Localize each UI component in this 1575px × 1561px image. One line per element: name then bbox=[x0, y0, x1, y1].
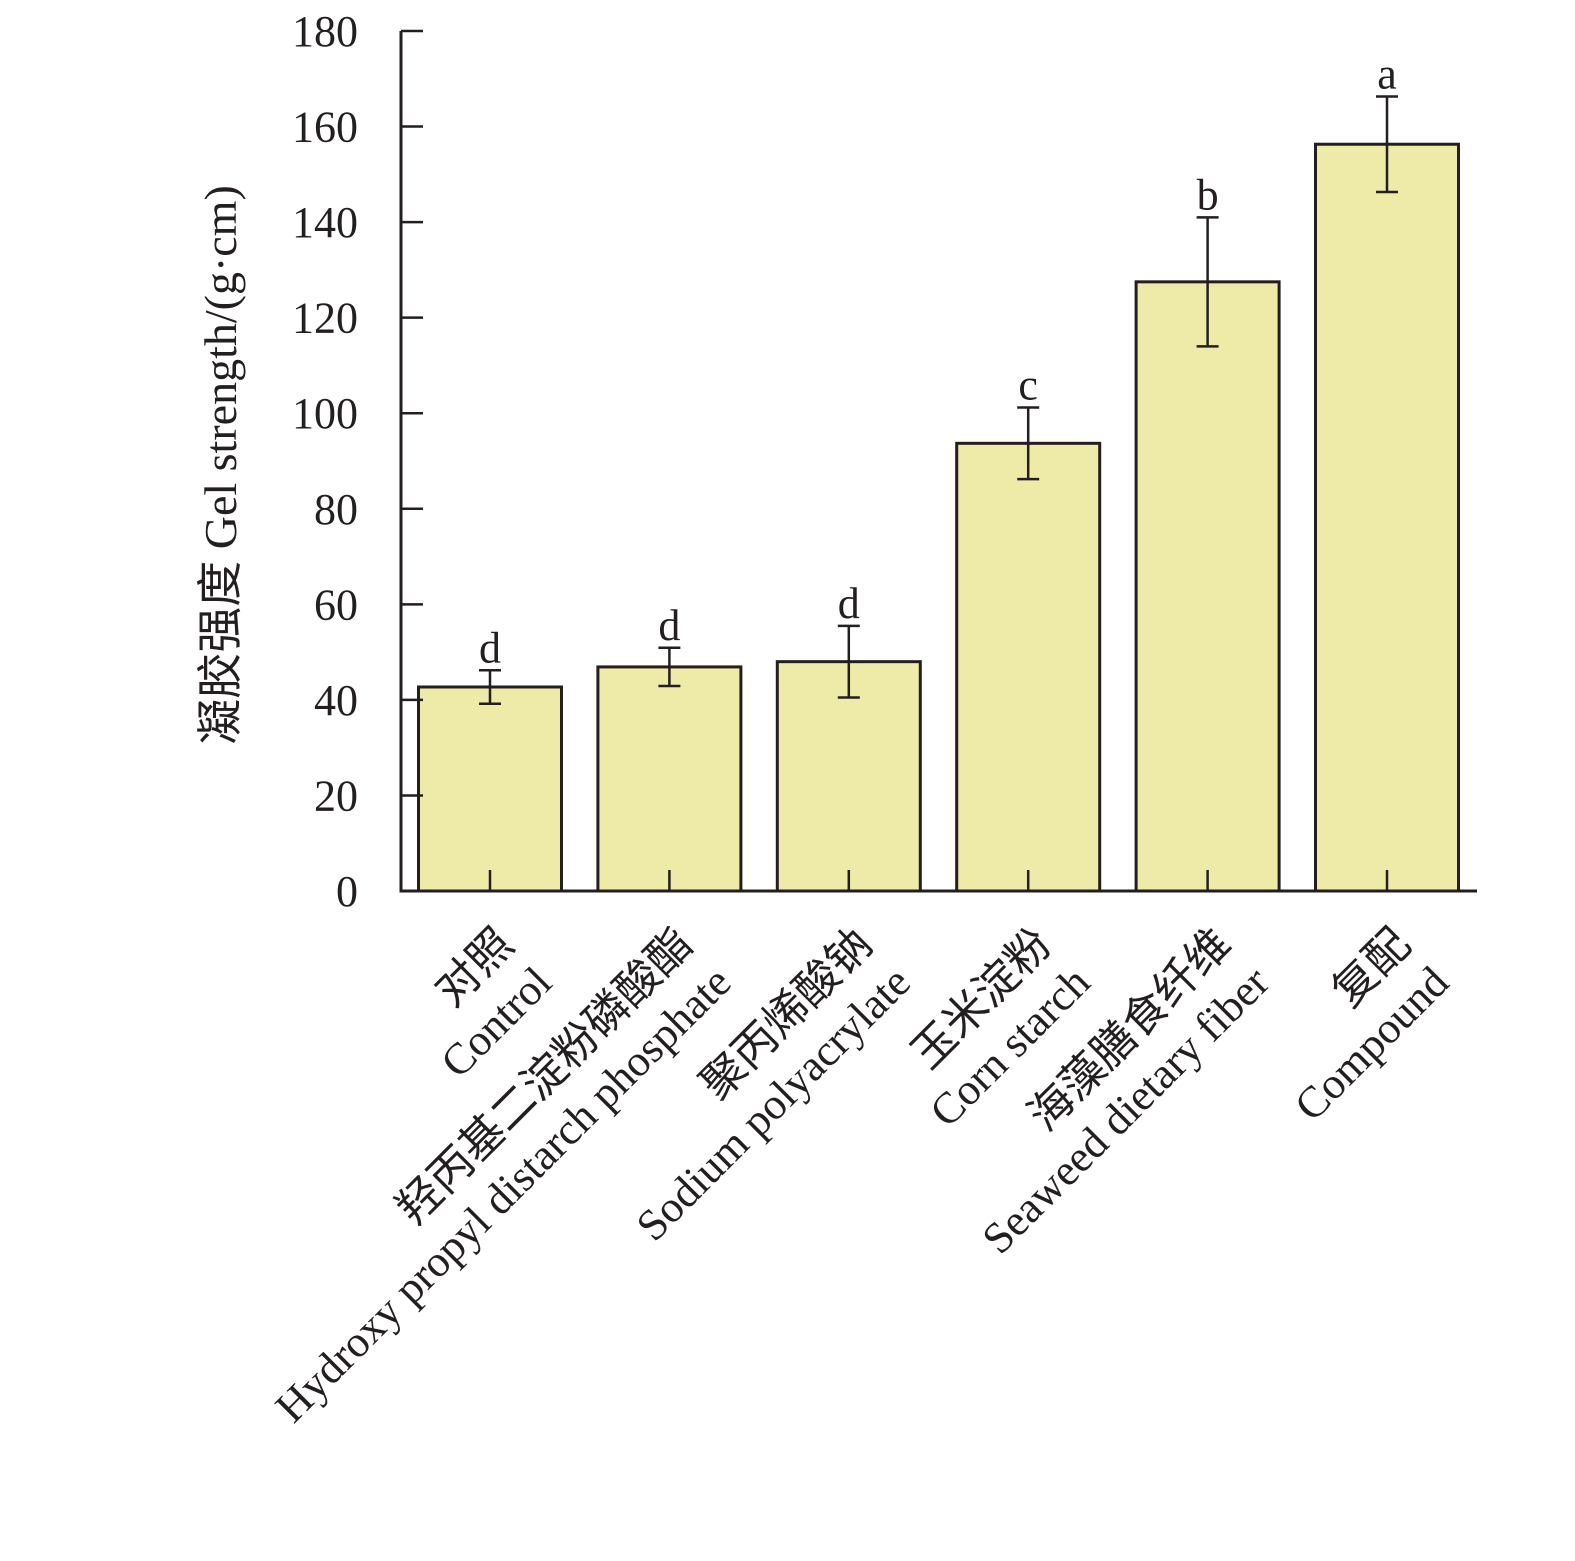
bar-3 bbox=[955, 441, 1102, 893]
axes-layer bbox=[399, 29, 1477, 893]
significance-letter-3: c bbox=[1018, 360, 1038, 409]
y-tick-label-3: 60 bbox=[314, 580, 358, 629]
significance-letter-1: d bbox=[658, 601, 680, 650]
y-tick-label-1: 20 bbox=[314, 771, 358, 820]
error-bars-layer bbox=[479, 95, 1398, 705]
significance-letter-5: a bbox=[1377, 49, 1397, 98]
y-tick-label-5: 100 bbox=[292, 389, 358, 438]
significance-letter-2: d bbox=[838, 579, 860, 628]
y-tick-label-6: 120 bbox=[292, 294, 358, 343]
significance-letter-4: b bbox=[1197, 170, 1219, 219]
bar-5 bbox=[1314, 142, 1460, 893]
significance-letter-0: d bbox=[479, 623, 501, 672]
bar-1 bbox=[596, 665, 743, 893]
bars-layer bbox=[417, 142, 1460, 893]
bar-2 bbox=[775, 660, 922, 893]
y-tick-label-9: 180 bbox=[292, 7, 358, 56]
y-tick-label-2: 40 bbox=[314, 676, 358, 725]
y-tick-label-7: 140 bbox=[292, 198, 358, 247]
bar-4 bbox=[1134, 280, 1281, 893]
y-axis-title: 凝胶强度 Gel strength/(g·cm) bbox=[195, 185, 246, 745]
y-tick-label-0: 0 bbox=[336, 867, 358, 916]
y-tick-label-8: 160 bbox=[292, 103, 358, 152]
bar-0 bbox=[417, 685, 563, 893]
y-tick-label-4: 80 bbox=[314, 485, 358, 534]
